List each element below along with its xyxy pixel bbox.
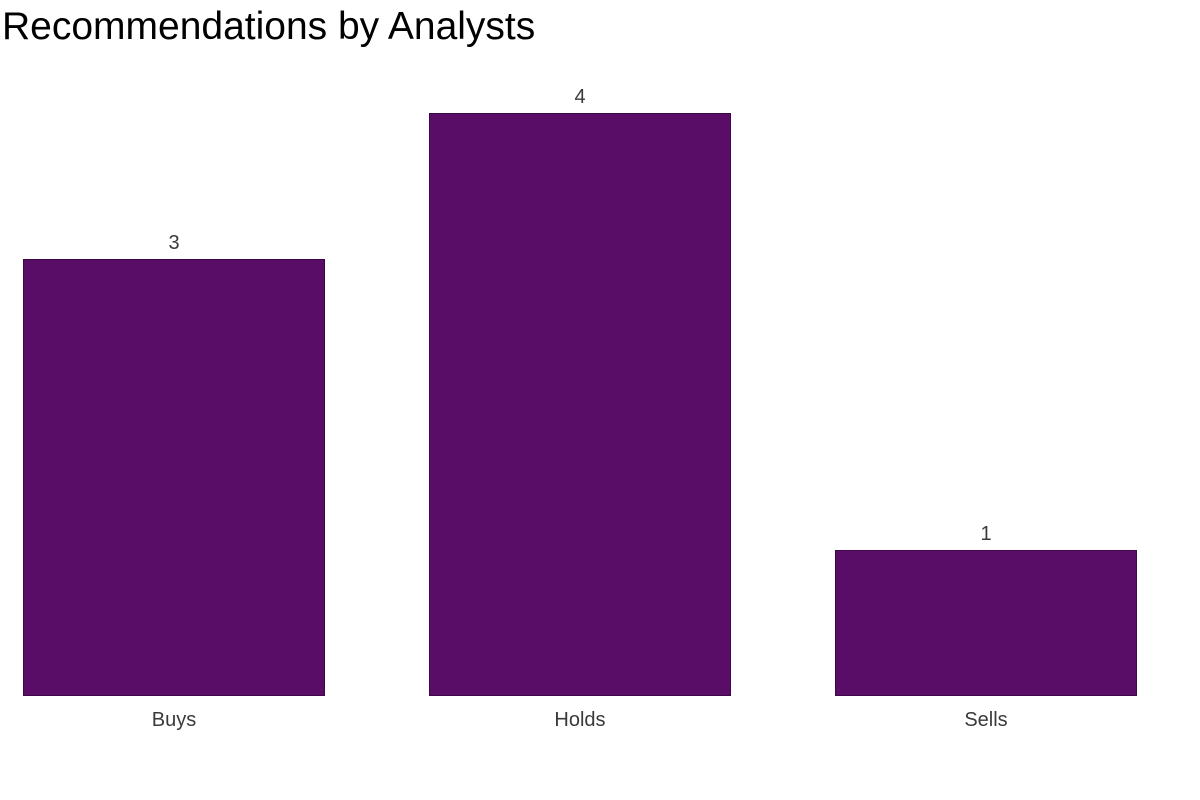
bar-holds — [429, 113, 731, 696]
bar-value-label: 3 — [168, 232, 180, 254]
x-tick-label: Buys — [151, 709, 197, 731]
chart-title: Recommendations by Analysts — [2, 5, 536, 48]
bar-sells — [835, 550, 1137, 696]
x-tick-label: Holds — [554, 709, 606, 731]
bar-buys — [23, 259, 325, 696]
bar-value-label: 4 — [574, 86, 586, 108]
bar-value-label: 1 — [980, 523, 992, 545]
x-tick-label: Sells — [964, 709, 1008, 731]
